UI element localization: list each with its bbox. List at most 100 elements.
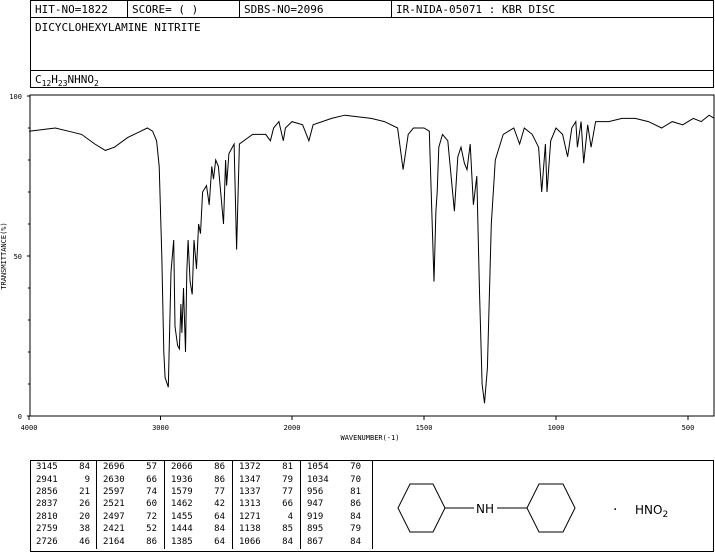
peak-table-column: 1372 81 1347 79 1337 77 1313 66 1271 4 1138 85 1066 8… xyxy=(233,461,301,549)
peak-row: 1936 86 xyxy=(171,473,225,485)
plot-frame xyxy=(29,94,715,417)
peak-wavenumber: 3145 xyxy=(36,462,58,473)
x-tick-label: 4000 xyxy=(21,424,38,432)
spectrum-line xyxy=(28,114,715,404)
peak-row: 2521 60 xyxy=(103,498,157,510)
peak-wavenumber: 1455 xyxy=(171,511,193,522)
peak-row: 1385 64 xyxy=(171,535,225,547)
peak-transmittance: 57 xyxy=(146,462,157,473)
peak-row: 2066 86 xyxy=(171,461,225,473)
compound-info-box: DICYCLOHEXYLAMINE NITRITE C12H23NHNO2 xyxy=(30,17,714,88)
peak-wavenumber: 2630 xyxy=(103,474,125,485)
peak-wavenumber: 1385 xyxy=(171,536,193,547)
peak-row: 1579 77 xyxy=(171,486,225,498)
peak-transmittance: 72 xyxy=(146,511,157,522)
peak-wavenumber: 2696 xyxy=(103,462,125,473)
peak-transmittance: 81 xyxy=(350,486,361,497)
molecular-formula: C12H23NHNO2 xyxy=(35,73,99,89)
nh-label: NH xyxy=(476,502,494,516)
peak-transmittance: 85 xyxy=(282,524,293,535)
peak-wavenumber: 2941 xyxy=(36,474,58,485)
peak-transmittance: 21 xyxy=(79,486,90,497)
measurement-method: IR-NIDA-05071 : KBR DISC xyxy=(396,3,555,16)
peak-transmittance: 84 xyxy=(214,524,225,535)
chemical-structure: NH · HNO2 xyxy=(397,483,668,533)
peak-transmittance: 66 xyxy=(282,499,293,510)
peak-wavenumber: 1271 xyxy=(239,511,261,522)
peak-wavenumber: 2521 xyxy=(103,499,125,510)
score: SCORE= ( ) xyxy=(128,1,240,18)
peak-wavenumber: 1936 xyxy=(171,474,193,485)
peak-wavenumber: 1462 xyxy=(171,499,193,510)
peak-row: 1462 42 xyxy=(171,498,225,510)
peak-transmittance: 86 xyxy=(214,474,225,485)
sdbs-number: SDBS-NO=2096 xyxy=(240,1,392,18)
peak-transmittance: 38 xyxy=(79,524,90,535)
peak-transmittance: 42 xyxy=(214,499,225,510)
peak-transmittance: 70 xyxy=(350,462,361,473)
peak-transmittance: 52 xyxy=(146,524,157,535)
peak-wavenumber: 1372 xyxy=(239,462,261,473)
peak-wavenumber: 2597 xyxy=(103,486,125,497)
salt-dot: · xyxy=(613,502,617,518)
peak-wavenumber: 947 xyxy=(307,499,324,510)
peak-wavenumber: 2497 xyxy=(103,511,125,522)
peak-wavenumber: 895 xyxy=(307,524,324,535)
peak-row: 2696 57 xyxy=(103,461,157,473)
peak-wavenumber: 919 xyxy=(307,511,324,522)
peak-table-frame xyxy=(30,460,714,552)
peak-wavenumber: 1034 xyxy=(307,474,329,485)
peak-table-column: 2066 86 1936 86 1579 77 1462 42 1455 64 1444 84 1385… xyxy=(165,461,233,549)
peak-row: 1054 70 xyxy=(307,461,361,473)
peak-row: 2726 46 xyxy=(36,535,90,547)
peak-row: 947 86 xyxy=(307,498,361,510)
peak-wavenumber: 2066 xyxy=(171,462,193,473)
peak-transmittance: 84 xyxy=(79,462,90,473)
peak-wavenumber: 956 xyxy=(307,486,324,497)
peak-transmittance: 70 xyxy=(350,474,361,485)
y-tick-label: 50 xyxy=(14,253,22,261)
x-tick-label: 1500 xyxy=(416,424,433,432)
peak-row: 1138 85 xyxy=(239,523,293,535)
peak-transmittance: 86 xyxy=(146,536,157,547)
peak-row: 2421 52 xyxy=(103,523,157,535)
peak-row: 1066 84 xyxy=(239,535,293,547)
peak-wavenumber: 1313 xyxy=(239,499,261,510)
peak-transmittance: 84 xyxy=(350,511,361,522)
peak-row: 2941 9 xyxy=(36,473,90,485)
peak-transmittance: 64 xyxy=(214,511,225,522)
peak-row: 1444 84 xyxy=(171,523,225,535)
peak-row: 895 79 xyxy=(307,523,361,535)
peak-wavenumber: 2726 xyxy=(36,536,58,547)
compound-name: DICYCLOHEXYLAMINE NITRITE xyxy=(35,21,201,34)
peak-wavenumber: 2421 xyxy=(103,524,125,535)
formula-divider xyxy=(31,70,713,71)
peak-transmittance: 81 xyxy=(282,462,293,473)
peak-transmittance: 77 xyxy=(214,486,225,497)
peak-row: 2164 86 xyxy=(103,535,157,547)
x-tick-label: 500 xyxy=(682,424,695,432)
peak-transmittance: 84 xyxy=(350,536,361,547)
peak-transmittance: 26 xyxy=(79,499,90,510)
peak-row: 2759 38 xyxy=(36,523,90,535)
peak-wavenumber: 2164 xyxy=(103,536,125,547)
peak-wavenumber: 1054 xyxy=(307,462,329,473)
peak-transmittance: 64 xyxy=(214,536,225,547)
nitrous-acid-label: HNO2 xyxy=(635,503,668,520)
peak-transmittance: 46 xyxy=(79,536,90,547)
x-axis-label: WAVENUMBER(-1) xyxy=(340,434,399,442)
peak-transmittance: 79 xyxy=(350,524,361,535)
peak-transmittance: 86 xyxy=(350,499,361,510)
peak-wavenumber: 1444 xyxy=(171,524,193,535)
peak-row: 2630 66 xyxy=(103,473,157,485)
peak-row: 956 81 xyxy=(307,486,361,498)
peak-table-column: 2696 57 2630 66 2597 74 2521 60 2497 72 2421 52 2164… xyxy=(97,461,165,549)
hit-number: HIT-NO=1822 xyxy=(31,1,128,18)
peak-wavenumber: 1066 xyxy=(239,536,261,547)
peak-wavenumber: 2810 xyxy=(36,511,58,522)
y-tick-label: 100 xyxy=(9,93,22,101)
peak-wavenumber: 1138 xyxy=(239,524,261,535)
peak-transmittance: 4 xyxy=(287,511,293,522)
peak-row: 1337 77 xyxy=(239,486,293,498)
